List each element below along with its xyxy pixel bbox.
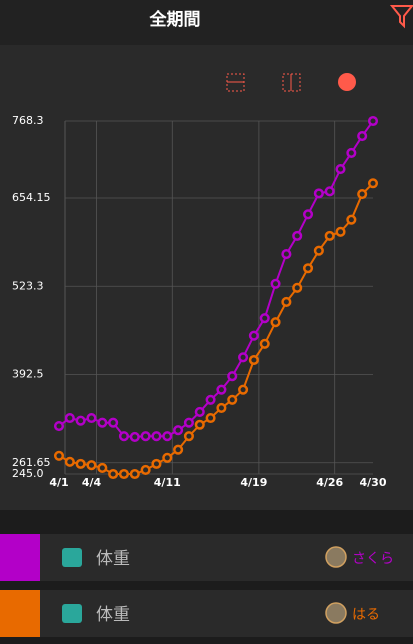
data-point bbox=[248, 330, 259, 341]
data-point bbox=[227, 394, 238, 405]
data-point bbox=[335, 164, 346, 175]
data-point bbox=[324, 186, 335, 197]
y-tick-label: 523.3 bbox=[12, 279, 44, 292]
y-tick-label: 392.5 bbox=[12, 368, 44, 381]
data-point bbox=[357, 189, 368, 200]
data-point bbox=[140, 464, 151, 476]
data-point bbox=[194, 406, 205, 417]
y-tick-label: 245.0 bbox=[12, 467, 44, 480]
data-point bbox=[97, 462, 108, 473]
data-point bbox=[302, 209, 314, 220]
data-point bbox=[270, 317, 281, 328]
metric-icon bbox=[62, 604, 82, 623]
data-point bbox=[205, 394, 216, 405]
data-point bbox=[248, 354, 259, 366]
legend-swatch bbox=[0, 534, 40, 581]
legend-swatch bbox=[0, 590, 40, 637]
legend-name: はる bbox=[352, 607, 380, 623]
y-tick-label: 654.15 bbox=[12, 191, 51, 204]
x-tick-label: 4/30 bbox=[360, 476, 387, 489]
data-point bbox=[259, 313, 270, 324]
data-point bbox=[75, 458, 86, 469]
data-point bbox=[53, 450, 65, 461]
data-point bbox=[108, 417, 119, 428]
data-point bbox=[97, 417, 108, 428]
data-point bbox=[346, 147, 357, 158]
data-point bbox=[140, 431, 151, 442]
data-point bbox=[108, 468, 119, 480]
data-point bbox=[53, 421, 65, 432]
data-point bbox=[292, 230, 303, 241]
data-point bbox=[216, 402, 227, 413]
data-point bbox=[270, 278, 281, 289]
data-point bbox=[129, 431, 140, 442]
legend-name: さくら bbox=[352, 551, 394, 567]
data-point bbox=[302, 263, 314, 274]
x-tick-label: 4/26 bbox=[316, 476, 343, 489]
data-point bbox=[238, 352, 249, 363]
data-point bbox=[183, 417, 194, 428]
avatar bbox=[325, 602, 347, 624]
data-point bbox=[86, 412, 97, 424]
data-point bbox=[173, 425, 184, 436]
filter-icon[interactable] bbox=[389, 5, 413, 29]
data-point bbox=[346, 214, 357, 225]
data-point bbox=[367, 178, 379, 189]
legend-label: 体重 bbox=[96, 605, 130, 625]
header-bar bbox=[0, 0, 413, 45]
y-tick-label: 261.65 bbox=[12, 456, 51, 469]
data-point bbox=[162, 452, 173, 463]
x-tick-label: 4/19 bbox=[240, 476, 267, 489]
legend-label: 体重 bbox=[96, 549, 130, 569]
data-point bbox=[313, 245, 324, 256]
data-point bbox=[64, 412, 75, 424]
data-point bbox=[281, 249, 292, 260]
dot-toggle[interactable] bbox=[338, 73, 356, 91]
data-point bbox=[313, 188, 324, 199]
chart-panel bbox=[0, 45, 413, 510]
data-point bbox=[367, 115, 379, 127]
data-point bbox=[151, 458, 162, 469]
data-point bbox=[183, 431, 194, 442]
data-point bbox=[227, 371, 238, 382]
avatar bbox=[325, 546, 347, 568]
data-point bbox=[205, 412, 216, 424]
data-point bbox=[238, 384, 249, 395]
data-point bbox=[357, 130, 368, 142]
data-point bbox=[216, 384, 227, 395]
data-point bbox=[259, 338, 270, 349]
data-point bbox=[64, 456, 75, 467]
data-point bbox=[324, 230, 335, 241]
x-tick-label: 4/11 bbox=[154, 476, 181, 489]
data-point bbox=[151, 431, 162, 442]
data-point bbox=[86, 460, 97, 471]
data-point bbox=[118, 468, 130, 480]
data-point bbox=[129, 468, 140, 480]
data-point bbox=[118, 431, 130, 442]
data-point bbox=[281, 296, 292, 308]
header-title: 全期間 bbox=[149, 9, 201, 30]
data-point bbox=[173, 444, 184, 455]
x-tick-label: 4/1 bbox=[49, 476, 68, 489]
data-point bbox=[194, 419, 205, 430]
data-point bbox=[162, 431, 173, 442]
data-point bbox=[335, 226, 346, 237]
data-point bbox=[75, 415, 86, 426]
x-tick-label: 4/4 bbox=[82, 476, 102, 489]
metric-icon bbox=[62, 548, 82, 567]
data-point bbox=[292, 282, 303, 293]
y-tick-label: 768.3 bbox=[12, 114, 44, 127]
